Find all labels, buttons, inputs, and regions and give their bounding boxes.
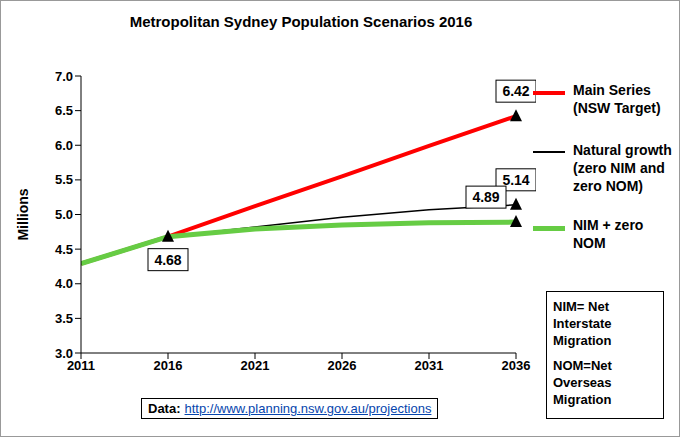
svg-text:3.0: 3.0 [55, 346, 73, 361]
html-text:NIM= Net Interstate Migration: NIM= Net Interstate Migration [553, 299, 612, 348]
svg-text:2016: 2016 [154, 358, 183, 373]
svg-text:6.5: 6.5 [55, 103, 73, 118]
html-text:NOM=Net Overseas Migration: NOM=Net Overseas Migration [553, 358, 612, 407]
html-text:Natural growth (zero NIM and z: Natural growth (zero NIM and zero NOM) [573, 142, 672, 194]
html-text:Main Series (NSW Target): Main Series (NSW Target) [573, 82, 661, 116]
svg-text:5.14: 5.14 [502, 172, 529, 188]
svg-text:4.89: 4.89 [472, 189, 499, 205]
svg-text:6.0: 6.0 [55, 138, 73, 153]
svg-text:4.5: 4.5 [55, 242, 73, 257]
svg-text:2026: 2026 [328, 358, 357, 373]
svg-text:2036: 2036 [502, 358, 531, 373]
svg-text:4.0: 4.0 [55, 276, 73, 291]
svg-text:Millions: Millions [15, 188, 31, 240]
svg-text:6.42: 6.42 [502, 83, 529, 99]
svg-text:7.0: 7.0 [55, 69, 73, 84]
svg-text:2021: 2021 [241, 358, 270, 373]
html-text:NIM + zero NOM: NIM + zero NOM [573, 217, 644, 251]
html-text:Metropolitan Sydney Population: Metropolitan Sydney Population Scenarios… [129, 13, 473, 30]
svg-text:2031: 2031 [415, 358, 444, 373]
svg-text:5.5: 5.5 [55, 172, 73, 187]
html-text:Data: http://www.planning.nsw.: Data: http://www.planning.nsw.gov.au/pro… [148, 401, 432, 416]
svg-text:5.0: 5.0 [55, 207, 73, 222]
svg-text:2011: 2011 [66, 358, 96, 374]
svg-text:4.68: 4.68 [154, 252, 181, 268]
svg-text:3.5: 3.5 [55, 311, 73, 326]
